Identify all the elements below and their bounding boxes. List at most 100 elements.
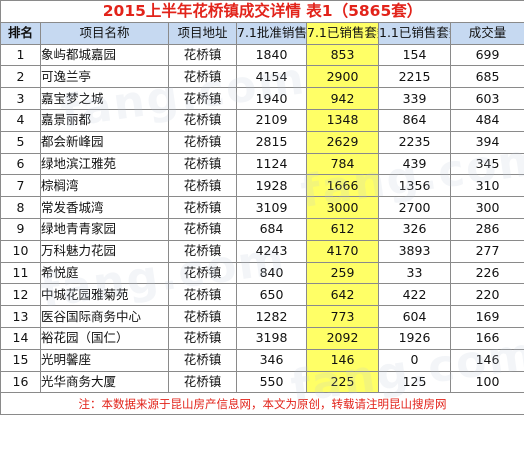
cell-sold-units-7-1: 2900: [306, 65, 379, 89]
cell-sold-units-7-1: 853: [306, 43, 379, 67]
table-row: 10 万科魅力花园 花桥镇 4243 4170 3893 277: [0, 239, 524, 263]
cell-deal-volume: 277: [450, 239, 524, 263]
cell-rank: 7: [0, 174, 41, 198]
cell-deal-volume: 169: [450, 305, 524, 328]
cell-sold-units-7-1: 1348: [306, 108, 379, 132]
cell-project-name: 光明馨座: [40, 348, 169, 372]
cell-project-address: 花桥镇: [168, 239, 237, 263]
cell-deal-volume: 685: [450, 65, 524, 89]
cell-sold-units-7-1: 612: [306, 217, 379, 241]
cell-project-name: 万科魅力花园: [40, 239, 169, 263]
cell-approved-units: 2109: [236, 108, 307, 132]
cell-project-address: 花桥镇: [168, 87, 237, 110]
cell-sold-units-7-1: 225: [306, 370, 379, 394]
cell-sold-units-7-1: 942: [306, 87, 379, 110]
cell-rank: 4: [0, 108, 41, 132]
cell-project-address: 花桥镇: [168, 108, 237, 132]
cell-project-address: 花桥镇: [168, 196, 237, 219]
cell-project-address: 花桥镇: [168, 283, 237, 307]
cell-approved-units: 650: [236, 283, 307, 307]
cell-sold-units-7-1: 1666: [306, 174, 379, 198]
cell-approved-units: 1928: [236, 174, 307, 198]
table-row: 11 希悦庭 花桥镇 840 259 33 226: [0, 261, 524, 285]
cell-project-address: 花桥镇: [168, 370, 237, 394]
cell-sold-units-7-1: 259: [306, 261, 379, 285]
cell-approved-units: 1840: [236, 43, 307, 67]
table-title: 2015上半年花桥镇成交详情 表1（5865套）: [0, 0, 524, 23]
cell-approved-units: 346: [236, 348, 307, 372]
cell-project-address: 花桥镇: [168, 217, 237, 241]
cell-project-address: 花桥镇: [168, 152, 237, 176]
cell-rank: 2: [0, 65, 41, 89]
cell-approved-units: 1940: [236, 87, 307, 110]
cell-deal-volume: 166: [450, 326, 524, 350]
table-row: 14 裕花园（国仁） 花桥镇 3198 2092 1926 166: [0, 326, 524, 350]
cell-project-address: 花桥镇: [168, 326, 237, 350]
cell-project-name: 常发香城湾: [40, 196, 169, 219]
cell-deal-volume: 345: [450, 152, 524, 176]
cell-deal-volume: 484: [450, 108, 524, 132]
cell-sold-units-7-1: 3000: [306, 196, 379, 219]
cell-sold-units-1-1: 1356: [378, 174, 451, 198]
cell-sold-units-1-1: 1926: [378, 326, 451, 350]
cell-sold-units-1-1: 326: [378, 217, 451, 241]
table-row: 16 光华商务大厦 花桥镇 550 225 125 100: [0, 370, 524, 394]
cell-sold-units-1-1: 0: [378, 348, 451, 372]
cell-approved-units: 1282: [236, 305, 307, 328]
cell-approved-units: 840: [236, 261, 307, 285]
cell-rank: 11: [0, 261, 41, 285]
cell-approved-units: 4243: [236, 239, 307, 263]
cell-deal-volume: 286: [450, 217, 524, 241]
cell-sold-units-1-1: 339: [378, 87, 451, 110]
cell-sold-units-1-1: 2235: [378, 130, 451, 154]
cell-sold-units-1-1: 154: [378, 43, 451, 67]
header-rank: 排名: [0, 21, 41, 45]
cell-rank: 5: [0, 130, 41, 154]
header-deal-volume: 成交量: [450, 21, 524, 45]
table-row: 6 绿地滨江雅苑 花桥镇 1124 784 439 345: [0, 152, 524, 176]
cell-project-address: 花桥镇: [168, 174, 237, 198]
table-row: 3 嘉宝梦之城 花桥镇 1940 942 339 603: [0, 87, 524, 110]
cell-sold-units-7-1: 773: [306, 305, 379, 328]
footnote-row: 注：本数据来源于昆山房产信息网，本文为原创，转载请注明昆山搜房网: [0, 392, 524, 416]
cell-approved-units: 2815: [236, 130, 307, 154]
cell-project-address: 花桥镇: [168, 65, 237, 89]
cell-deal-volume: 699: [450, 43, 524, 67]
header-project-name: 项目名称: [40, 21, 169, 45]
cell-sold-units-1-1: 604: [378, 305, 451, 328]
cell-sold-units-1-1: 864: [378, 108, 451, 132]
cell-project-address: 花桥镇: [168, 261, 237, 285]
cell-approved-units: 4154: [236, 65, 307, 89]
cell-sold-units-1-1: 3893: [378, 239, 451, 263]
cell-deal-volume: 100: [450, 370, 524, 394]
table-row: 15 光明馨座 花桥镇 346 146 0 146: [0, 348, 524, 372]
table-row: 2 可逸兰亭 花桥镇 4154 2900 2215 685: [0, 65, 524, 89]
cell-deal-volume: 226: [450, 261, 524, 285]
cell-rank: 14: [0, 326, 41, 350]
cell-rank: 10: [0, 239, 41, 263]
cell-approved-units: 1124: [236, 152, 307, 176]
cell-rank: 6: [0, 152, 41, 176]
title-row: 2015上半年花桥镇成交详情 表1（5865套）: [0, 0, 524, 23]
cell-rank: 1: [0, 43, 41, 67]
cell-project-name: 嘉宝梦之城: [40, 87, 169, 110]
table-row: 8 常发香城湾 花桥镇 3109 3000 2700 300: [0, 196, 524, 219]
cell-project-address: 花桥镇: [168, 348, 237, 372]
cell-deal-volume: 310: [450, 174, 524, 198]
table-row: 1 象屿都城嘉园 花桥镇 1840 853 154 699: [0, 43, 524, 67]
cell-sold-units-1-1: 2700: [378, 196, 451, 219]
header-sold-units-1-1: 1.1已销售套数: [378, 21, 451, 45]
cell-rank: 16: [0, 370, 41, 394]
header-project-address: 项目地址: [168, 21, 237, 45]
cell-project-name: 医谷国际商务中心: [40, 305, 169, 328]
cell-deal-volume: 220: [450, 283, 524, 307]
cell-project-name: 嘉景丽都: [40, 108, 169, 132]
cell-sold-units-1-1: 422: [378, 283, 451, 307]
cell-project-address: 花桥镇: [168, 305, 237, 328]
cell-project-name: 可逸兰亭: [40, 65, 169, 89]
cell-project-name: 绿地滨江雅苑: [40, 152, 169, 176]
cell-project-name: 中城花园雅菊苑: [40, 283, 169, 307]
cell-rank: 8: [0, 196, 41, 219]
cell-sold-units-1-1: 33: [378, 261, 451, 285]
cell-project-address: 花桥镇: [168, 130, 237, 154]
